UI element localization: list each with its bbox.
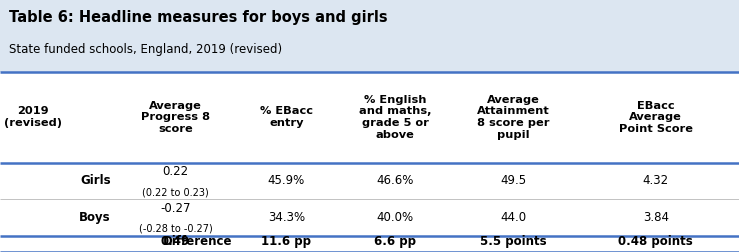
Text: 45.9%: 45.9% [268, 174, 305, 187]
Text: 2019
(revised): 2019 (revised) [4, 106, 62, 128]
Text: 0.22: 0.22 [163, 166, 188, 178]
Text: 5.5 points: 5.5 points [480, 235, 547, 248]
Text: 40.0%: 40.0% [377, 211, 414, 224]
Text: 11.6 pp: 11.6 pp [262, 235, 311, 248]
Text: (-0.28 to -0.27): (-0.28 to -0.27) [139, 224, 212, 234]
FancyBboxPatch shape [0, 0, 739, 72]
Text: 46.6%: 46.6% [377, 174, 414, 187]
Text: 44.0: 44.0 [500, 211, 527, 224]
Text: EBacc
Average
Point Score: EBacc Average Point Score [619, 101, 693, 134]
Text: 0.48 points: 0.48 points [619, 235, 693, 248]
Text: 0.49: 0.49 [161, 235, 190, 248]
Text: % English
and maths,
grade 5 or
above: % English and maths, grade 5 or above [359, 95, 432, 140]
Text: 49.5: 49.5 [500, 174, 527, 187]
Text: Boys: Boys [79, 211, 111, 224]
Text: Average
Attainment
8 score per
pupil: Average Attainment 8 score per pupil [477, 95, 550, 140]
Text: (0.22 to 0.23): (0.22 to 0.23) [142, 187, 209, 197]
Text: 34.3%: 34.3% [268, 211, 305, 224]
Text: Difference: Difference [163, 235, 233, 248]
Text: 4.32: 4.32 [643, 174, 669, 187]
Text: Table 6: Headline measures for boys and girls: Table 6: Headline measures for boys and … [9, 10, 387, 25]
Text: 6.6 pp: 6.6 pp [375, 235, 416, 248]
Text: 3.84: 3.84 [643, 211, 669, 224]
Text: State funded schools, England, 2019 (revised): State funded schools, England, 2019 (rev… [9, 43, 282, 56]
Text: % EBacc
entry: % EBacc entry [260, 106, 313, 128]
Text: Girls: Girls [81, 174, 111, 187]
Text: Average
Progress 8
score: Average Progress 8 score [141, 101, 210, 134]
Text: -0.27: -0.27 [160, 202, 191, 215]
